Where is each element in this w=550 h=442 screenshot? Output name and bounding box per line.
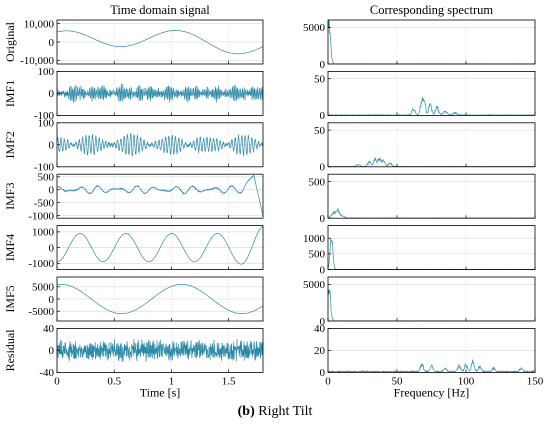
ytick-label: 50 <box>314 125 326 137</box>
xaxis-label-1: Frequency [Hz] <box>394 385 470 399</box>
xtick-label: 150 <box>527 375 544 387</box>
ytick-label: 0 <box>320 59 326 71</box>
ytick-label: -100 <box>34 110 55 122</box>
axes-box <box>327 173 536 219</box>
xtick-label: 50 <box>392 375 404 387</box>
ytick-label: -100 <box>34 162 55 174</box>
signal-line-residual <box>56 339 264 362</box>
caption-text: Right Tilt <box>254 404 313 419</box>
ytick-label: -1000 <box>28 210 54 222</box>
spectrum-line-imf5 <box>327 289 536 322</box>
column-title-1: Corresponding spectrum <box>370 3 494 17</box>
ytick-label: 1000 <box>32 227 55 239</box>
xtick-label: 1 <box>169 375 175 387</box>
ytick-label: 40 <box>314 323 326 335</box>
figure: Time domain signal Corresponding spectrum… <box>3 3 544 399</box>
ytick-label: 0 <box>320 213 326 225</box>
axes-box <box>327 225 536 271</box>
xtick-label: 100 <box>458 375 475 387</box>
row-label-imf3: IMF3 <box>3 183 17 210</box>
row-label-imf1: IMF1 <box>3 80 17 107</box>
ytick-label: 500 <box>38 172 55 184</box>
xtick-label: 0 <box>54 375 60 387</box>
ytick-label: -40 <box>39 367 54 379</box>
ytick-label: 5000 <box>32 282 55 294</box>
ytick-label: 50 <box>314 74 326 86</box>
ytick-label: 0 <box>49 185 55 197</box>
axes-box <box>327 71 536 116</box>
ytick-label: 0 <box>320 367 326 379</box>
signal-line-imf5 <box>56 283 264 315</box>
row-label-original: Original <box>3 21 17 62</box>
caption-letter: (b) <box>237 404 255 419</box>
ytick-label: 0 <box>320 264 326 276</box>
axes-box <box>327 19 536 65</box>
axes-box <box>327 122 536 168</box>
signal-line-original <box>56 30 264 55</box>
xtick-label: 0.5 <box>107 375 121 387</box>
signal-line-imf2 <box>56 133 264 157</box>
ytick-label: 0 <box>49 37 55 49</box>
axes-box <box>56 173 264 219</box>
spectrum-line-residual <box>327 359 536 373</box>
ytick-label: 5000 <box>303 22 326 34</box>
ytick-label: 0 <box>49 140 55 152</box>
ytick-label: -10,000 <box>20 55 54 67</box>
ytick-label: -1000 <box>28 258 54 270</box>
ytick-label: 0 <box>49 88 55 100</box>
ytick-label: 1000 <box>303 233 326 245</box>
ytick-label: -500 <box>34 197 55 209</box>
spectrum-line-imf3 <box>327 207 536 219</box>
ytick-label: 100 <box>38 66 55 78</box>
row-label-residual: Residual <box>3 329 17 372</box>
ytick-label: 20 <box>314 345 326 357</box>
xtick-label: 0 <box>325 375 331 387</box>
ytick-label: 5000 <box>303 279 326 291</box>
ytick-label: 0 <box>320 162 326 174</box>
signal-line-imf4 <box>56 226 264 265</box>
xtick-label: 1.5 <box>222 375 236 387</box>
signal-line-imf3 <box>56 174 264 216</box>
row-label-imf2: IMF2 <box>3 131 17 158</box>
spectrum-line-imf2 <box>327 157 536 168</box>
axes-box <box>327 276 536 322</box>
figure-caption: (b) Right Tilt <box>0 404 550 420</box>
spectrum-line-imf1 <box>327 97 536 116</box>
ytick-label: 500 <box>309 249 326 261</box>
xaxis-label-0: Time [s] <box>140 385 181 399</box>
ytick-label: 0 <box>49 294 55 306</box>
ytick-label: -5000 <box>28 306 54 318</box>
ytick-label: 500 <box>309 176 326 188</box>
ytick-label: 40 <box>43 323 55 335</box>
column-title-0: Time domain signal <box>110 3 210 17</box>
ytick-label: 0 <box>49 345 55 357</box>
ytick-label: 0 <box>320 316 326 328</box>
row-label-imf5: IMF5 <box>3 285 17 312</box>
spectrum-line-original <box>327 19 536 65</box>
ytick-label: 100 <box>38 118 55 130</box>
signal-line-imf1 <box>56 83 264 103</box>
row-label-imf4: IMF4 <box>3 234 17 261</box>
ytick-label: 0 <box>49 242 55 254</box>
ytick-label: 10,000 <box>24 18 55 30</box>
ytick-label: 0 <box>320 110 326 122</box>
